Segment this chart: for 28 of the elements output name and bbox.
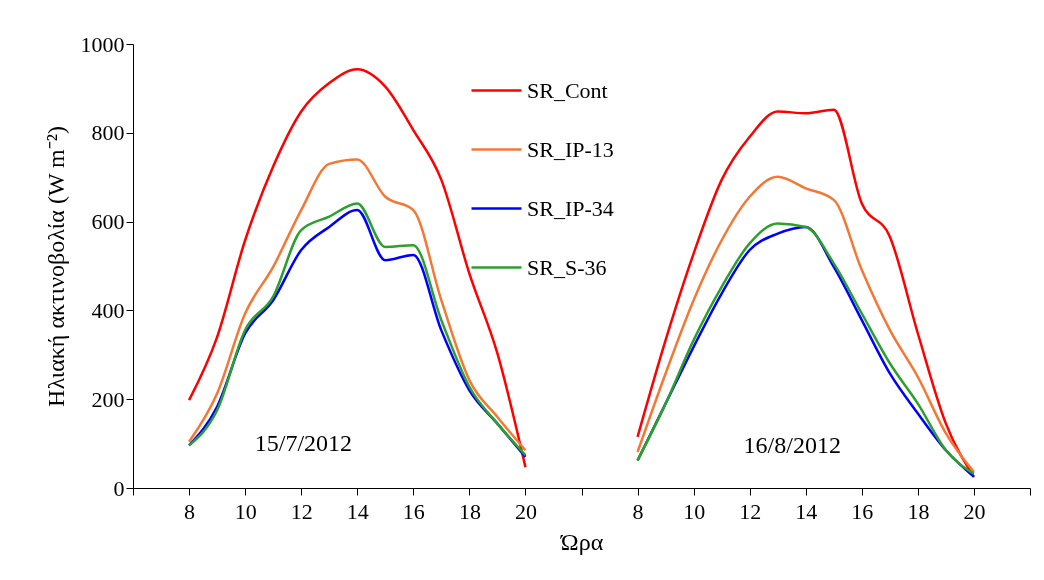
x-tick-label: 14 [346, 498, 369, 524]
legend-label: SR_IP-13 [527, 136, 614, 162]
y-tick-label: 0 [113, 475, 125, 501]
x-tick-label: 16 [402, 498, 425, 524]
x-tick-label: 20 [514, 498, 537, 524]
y-axis-title: Ηλιακή ακτινοβολία (W m⁻²) [42, 126, 69, 407]
x-tick-label: 20 [963, 498, 986, 524]
legend-label: SR_IP-34 [527, 195, 614, 221]
x-tick-label: 18 [907, 498, 930, 524]
x-tick-label: 14 [795, 498, 818, 524]
x-tick-label: 8 [184, 498, 196, 524]
x-axis-title: Ώρα [559, 528, 604, 555]
annotation: 15/7/2012 [254, 429, 353, 456]
legend-label: SR_Cont [527, 77, 608, 103]
y-tick-label: 400 [91, 297, 125, 323]
x-tick-label: 10 [234, 498, 257, 524]
x-tick-label: 8 [632, 498, 644, 524]
annotation: 16/8/2012 [743, 431, 841, 458]
x-tick-label: 12 [290, 498, 313, 524]
y-tick-label: 600 [91, 209, 125, 235]
y-tick-label: 1000 [80, 31, 125, 57]
legend-label: SR_S-36 [527, 254, 607, 280]
y-tick-label: 200 [91, 386, 125, 412]
x-tick-label: 10 [683, 498, 706, 524]
x-tick-label: 16 [851, 498, 874, 524]
x-tick-label: 18 [458, 498, 481, 524]
x-tick-label: 12 [739, 498, 762, 524]
y-tick-label: 800 [91, 120, 125, 146]
